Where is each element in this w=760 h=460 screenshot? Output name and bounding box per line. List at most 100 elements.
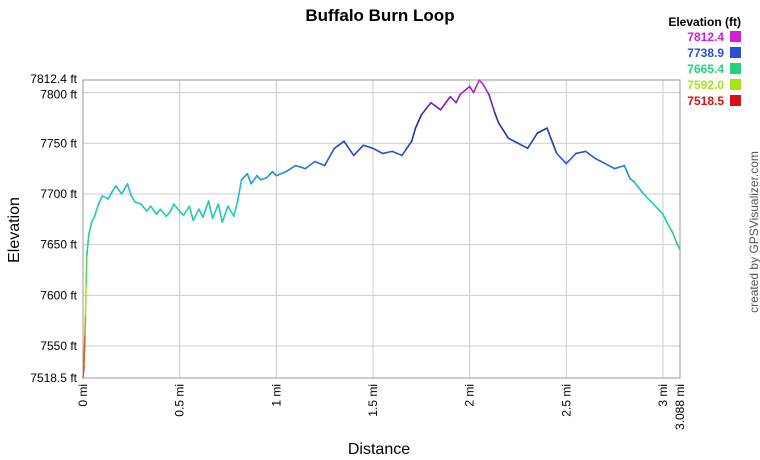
- y-tick-label: 7812.4 ft: [30, 72, 77, 86]
- x-tick-label: 0 mi: [76, 384, 90, 407]
- profile-segment: [526, 132, 539, 150]
- legend-swatch: [730, 31, 741, 42]
- profile-segment: [145, 205, 152, 213]
- profile-segment: [352, 144, 365, 157]
- profile-segment: [246, 172, 252, 185]
- profile-segment: [517, 142, 529, 150]
- profile-segment: [84, 284, 87, 317]
- profile-segment: [439, 95, 452, 111]
- profile-segment: [604, 162, 616, 170]
- profile-segment: [629, 177, 635, 183]
- chart-title: Buffalo Burn Loop: [305, 6, 454, 25]
- profile-segment: [217, 203, 223, 224]
- y-tick-label: 7518.5 ft: [30, 371, 77, 385]
- profile-segment: [87, 221, 93, 236]
- profile-segment: [613, 164, 626, 170]
- profile-segment: [497, 122, 510, 140]
- profile-segment: [294, 164, 307, 170]
- y-tick-label: 7600 ft: [40, 288, 77, 302]
- profile-segment: [85, 254, 88, 287]
- profile-segment: [546, 127, 558, 155]
- profile-segment: [675, 241, 681, 251]
- profile-segment: [159, 208, 167, 218]
- grid: [82, 79, 681, 379]
- profile-segment: [314, 160, 326, 167]
- profile-segment: [420, 101, 432, 116]
- profile-segment: [343, 140, 355, 157]
- profile-segment: [232, 200, 239, 218]
- profile-segment: [430, 101, 442, 111]
- profile-segment: [666, 221, 674, 234]
- legend: Elevation (ft) 7812.4 7738.9 7665.4 7592.0 7…: [668, 15, 741, 108]
- profile-segment: [555, 152, 568, 165]
- profile-segment: [149, 205, 158, 216]
- profile-segment: [173, 203, 181, 213]
- profile-segment: [101, 195, 109, 200]
- profile-segment: [285, 164, 297, 173]
- y-axis-ticks: 7518.5 ft 7550 ft 7600 ft 7650 ft 7700 ft 775…: [30, 72, 77, 385]
- profile-segment: [198, 208, 204, 219]
- profile-segment: [565, 152, 577, 165]
- x-axis-ticks: 0 mi 0.5 mi 1 mi 1.5 mi 2 mi 2.5 mi 3 mi 3.088 …: [76, 384, 687, 430]
- profile-segment: [575, 150, 587, 155]
- profile-segment: [207, 200, 214, 220]
- x-axis-label: Distance: [348, 441, 410, 458]
- profile-segment: [391, 150, 403, 157]
- legend-value: 7592.0: [687, 78, 724, 92]
- profile-segment: [120, 183, 129, 195]
- y-tick-label: 7550 ft: [40, 339, 77, 353]
- profile-segment: [304, 160, 316, 170]
- profile-segment: [93, 203, 100, 218]
- profile-segment: [227, 205, 235, 218]
- plot-frame: [82, 79, 681, 379]
- profile-segment: [584, 150, 597, 160]
- x-tick-label: 2.5 mi: [559, 384, 573, 417]
- legend-swatch: [730, 79, 741, 90]
- profile-segment: [275, 170, 287, 177]
- credit-text: created by GPSVisualizer.com: [747, 151, 760, 313]
- x-tick-label: 1 mi: [269, 384, 283, 407]
- profile-segment: [134, 201, 142, 205]
- legend-value: 7518.5: [687, 94, 724, 108]
- profile-segment: [90, 215, 96, 224]
- legend-value: 7812.4: [687, 30, 724, 44]
- profile-segment: [381, 150, 394, 155]
- profile-segment: [459, 85, 471, 96]
- profile-segment: [240, 172, 249, 181]
- y-axis-label: Elevation: [6, 197, 23, 263]
- profile-segment: [362, 144, 374, 150]
- x-tick-label: 2 mi: [463, 384, 477, 407]
- elevation-profile: [82, 79, 681, 379]
- profile-segment: [211, 203, 220, 220]
- profile-segment: [256, 174, 262, 181]
- x-tick-label: 3 mi: [656, 384, 670, 407]
- profile-segment: [468, 85, 475, 94]
- x-tick-label: 0.5 mi: [173, 384, 187, 417]
- profile-segment: [250, 174, 258, 185]
- profile-segment: [410, 127, 417, 143]
- profile-segment: [192, 208, 200, 222]
- profile-segment: [202, 200, 210, 219]
- profile-segment: [265, 170, 274, 179]
- profile-segment: [155, 208, 162, 216]
- profile-segment: [652, 203, 664, 216]
- profile-segment: [97, 195, 104, 205]
- profile-segment: [271, 170, 278, 177]
- profile-segment: [662, 213, 668, 224]
- profile-segment: [236, 178, 243, 202]
- profile-segment: [260, 176, 268, 181]
- profile-segment: [86, 233, 90, 256]
- profile-segment: [449, 95, 457, 104]
- profile-segment: [372, 147, 384, 155]
- profile-segment: [83, 335, 86, 368]
- profile-segment: [536, 127, 548, 134]
- profile-segment: [115, 185, 123, 195]
- profile-segment: [414, 114, 423, 129]
- profile-segment: [221, 205, 229, 224]
- y-tick-label: 7700 ft: [40, 187, 77, 201]
- profile-segment: [182, 205, 191, 217]
- profile-segment: [478, 79, 484, 86]
- profile-segment: [594, 157, 606, 165]
- profile-segment: [488, 93, 496, 114]
